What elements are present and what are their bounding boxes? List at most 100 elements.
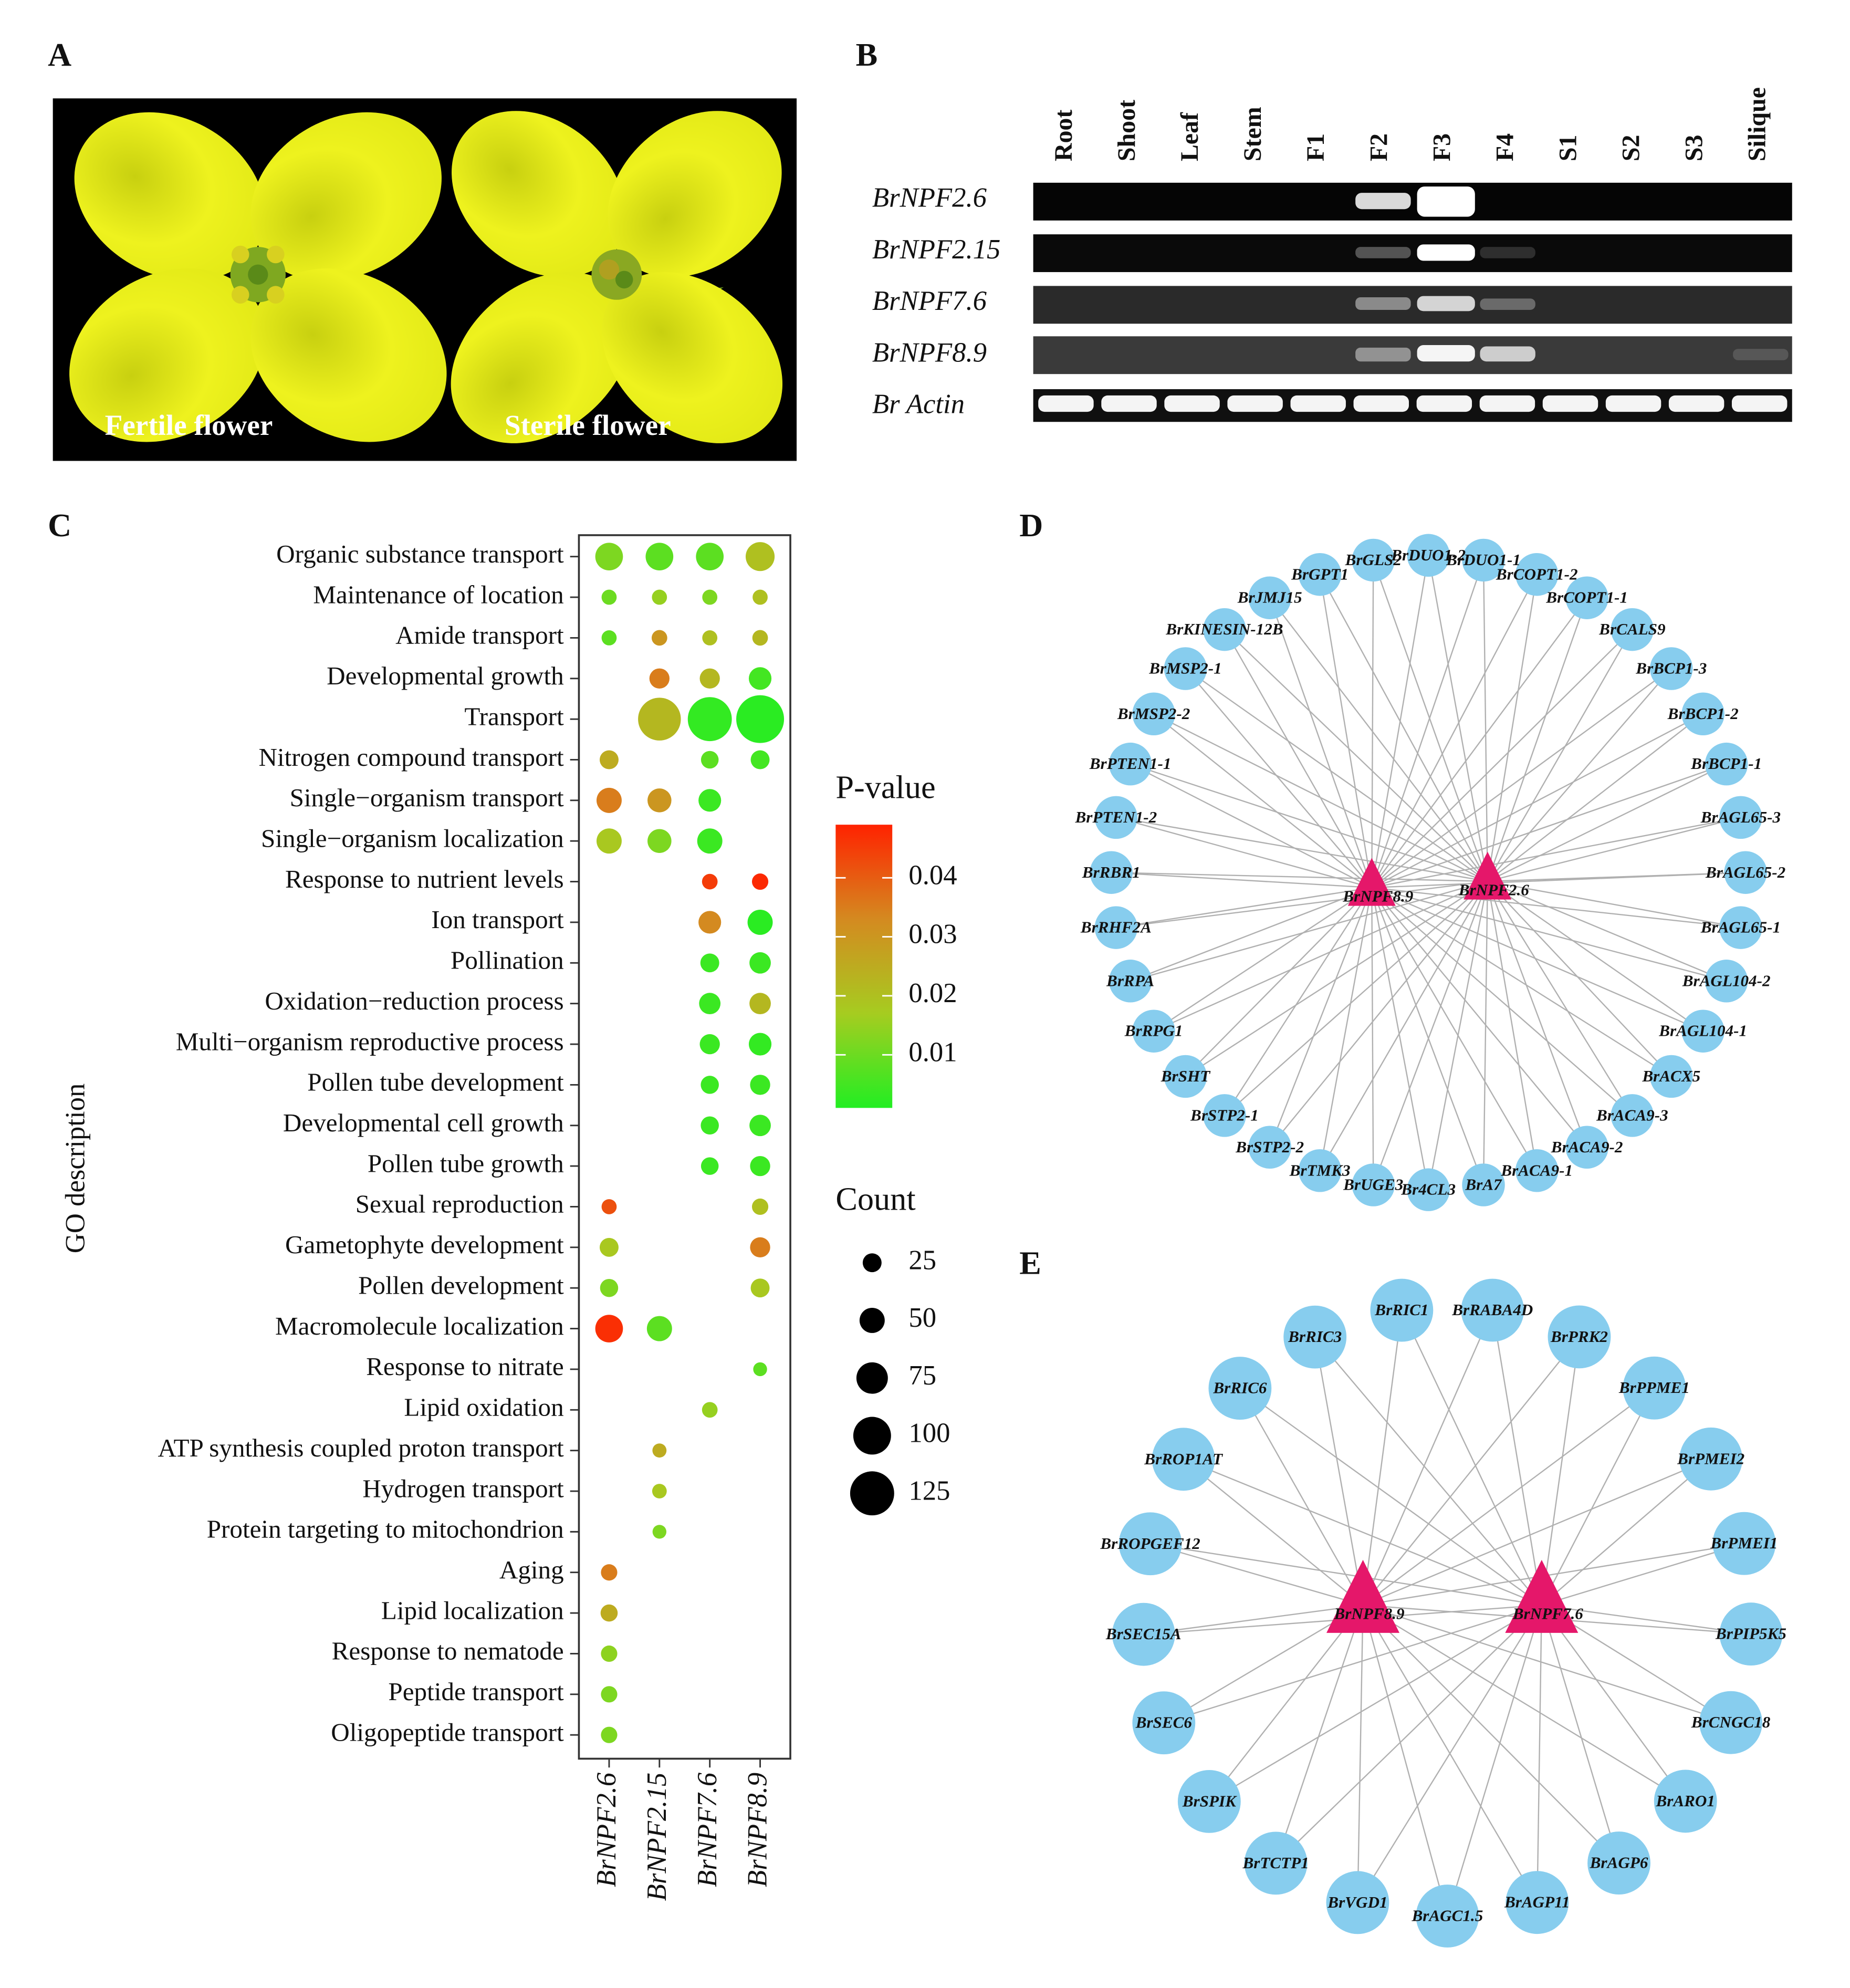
y-tick-label: Response to nutrient levels <box>285 865 564 893</box>
lane-label: Stem <box>1239 107 1267 161</box>
y-tick-label: Oxidation−reduction process <box>265 986 563 1015</box>
edge <box>1487 763 1727 882</box>
dot <box>750 1156 770 1177</box>
dot <box>751 1198 769 1215</box>
flower-photo <box>53 98 797 461</box>
y-tick-label: Multi−organism reproductive process <box>176 1027 564 1056</box>
node-label: BrARO1 <box>1655 1792 1715 1810</box>
size-key <box>850 1471 894 1516</box>
edge <box>1362 1605 1686 1802</box>
actin-band <box>1101 395 1157 412</box>
node <box>1679 1427 1743 1491</box>
panel-label: E <box>1019 1245 1041 1282</box>
lane-label: Shoot <box>1113 100 1141 161</box>
gene-label: BrNPF7.6 <box>872 286 987 316</box>
edge <box>1153 713 1373 888</box>
node <box>1298 1149 1342 1192</box>
dot <box>601 630 617 646</box>
edge <box>1537 1605 1543 1903</box>
edge <box>1362 1310 1403 1606</box>
dot <box>748 667 772 690</box>
node <box>1094 906 1138 949</box>
node-label: BrPMEI2 <box>1677 1449 1744 1467</box>
size-label: 100 <box>908 1418 950 1449</box>
dot <box>599 1237 619 1257</box>
node <box>1461 1278 1524 1342</box>
dot <box>750 1075 770 1095</box>
node <box>1208 1357 1272 1420</box>
edge <box>1371 887 1538 1171</box>
y-tick-label: Nitrogen compound transport <box>258 743 564 772</box>
edge <box>1185 887 1373 1077</box>
node-label: BrAGC1.5 <box>1411 1907 1483 1925</box>
edge <box>1357 1605 1364 1903</box>
dot <box>698 911 722 934</box>
node <box>1352 538 1395 582</box>
edge <box>1487 574 1538 882</box>
edge <box>1269 881 1488 1148</box>
dot <box>750 750 770 769</box>
colorbar-label: 0.01 <box>908 1037 957 1067</box>
edge <box>1363 1543 1744 1606</box>
colorbar-label: 0.03 <box>908 919 957 950</box>
lane-label: F1 <box>1302 133 1330 161</box>
node <box>1705 960 1748 1003</box>
node-label: BrAGL65-1 <box>1700 918 1781 936</box>
edge <box>1447 1605 1542 1917</box>
dot <box>601 1564 618 1581</box>
dot <box>600 1278 619 1297</box>
node-label: BrSPIK <box>1182 1792 1237 1810</box>
edge <box>1116 887 1372 929</box>
y-axis-title: GO description <box>60 1084 91 1254</box>
dot <box>701 1116 719 1135</box>
dot <box>599 750 619 769</box>
dot <box>652 1484 667 1498</box>
legend-title: Count <box>835 1181 915 1217</box>
dot <box>753 1362 767 1377</box>
edge <box>1371 597 1588 888</box>
size-label: 75 <box>908 1360 936 1391</box>
colorbar-label: 0.02 <box>908 978 957 1008</box>
node-label: BrCOPT1-1 <box>1545 588 1628 607</box>
node-label: BrBCP1-3 <box>1635 659 1707 678</box>
plot-frame <box>578 534 791 1760</box>
hub-label: BrNPF8.9 <box>1342 887 1414 905</box>
edge <box>1357 1605 1542 1903</box>
dot <box>601 589 617 605</box>
node-label: BrPTEN1-2 <box>1075 808 1157 826</box>
dot <box>736 695 785 743</box>
node-label: BrTCTP1 <box>1242 1854 1309 1872</box>
y-tick-label: Pollen tube development <box>307 1068 564 1097</box>
node-label: BrRIC6 <box>1213 1379 1267 1397</box>
edge <box>1482 881 1488 1185</box>
node <box>1548 1305 1611 1369</box>
edge <box>1541 1388 1655 1606</box>
node <box>1094 796 1138 839</box>
y-tick-label: ATP synthesis coupled proton transport <box>158 1433 564 1462</box>
node <box>1719 1602 1783 1666</box>
node <box>1203 608 1246 651</box>
gene-label: Br Actin <box>872 389 965 420</box>
node <box>1462 538 1505 582</box>
node-label: BrACX5 <box>1642 1067 1700 1085</box>
edge <box>1541 1458 1712 1606</box>
y-tick-label: Single−organism localization <box>261 824 564 852</box>
y-tick-label: Sexual reproduction <box>356 1190 564 1219</box>
size-label: 125 <box>908 1475 950 1506</box>
edge <box>1487 668 1672 882</box>
colorbar-label: 0.04 <box>908 860 957 890</box>
node-label: BrAGL104-1 <box>1658 1022 1747 1040</box>
edge <box>1363 1604 1731 1723</box>
actin-band <box>1290 395 1346 412</box>
dot <box>749 952 771 974</box>
y-tick-label: Pollen tube growth <box>368 1149 564 1178</box>
hub <box>1505 1559 1579 1633</box>
node <box>1244 1831 1308 1895</box>
node <box>1565 1126 1608 1169</box>
edge <box>1363 1458 1711 1606</box>
node-label: BrGPT1 <box>1291 565 1349 583</box>
node <box>1326 1871 1389 1934</box>
edge <box>1372 817 1741 889</box>
gel <box>1033 182 1792 422</box>
dot <box>702 1402 718 1418</box>
